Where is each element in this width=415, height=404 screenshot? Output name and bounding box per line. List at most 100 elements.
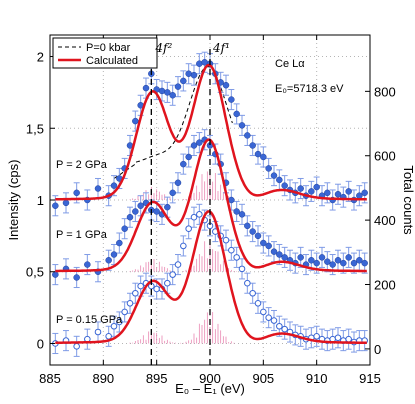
data-point: [260, 153, 267, 161]
y-tick-label: 2: [37, 50, 44, 65]
y-axis-label: Intensity (cps): [6, 160, 21, 241]
data-point: [73, 343, 80, 350]
data-point: [345, 335, 352, 343]
pressure-label-2gpa: P = 2 GPa: [56, 159, 108, 171]
calculated-curve: [55, 210, 367, 345]
data-point: [233, 110, 240, 118]
data-point: [244, 279, 251, 287]
data-point: [350, 259, 358, 267]
x-axis-label: E₀ – E₁ (eV): [175, 381, 245, 396]
data-point: [254, 232, 262, 240]
data-point: [228, 96, 235, 103]
data-point: [249, 289, 256, 297]
element-label: Ce Lα: [275, 58, 305, 70]
data-point: [164, 279, 171, 287]
data-point: [281, 182, 288, 189]
data-point: [249, 228, 256, 235]
data-point: [105, 333, 112, 340]
legend-entry-calculated: Calculated: [86, 55, 138, 67]
y-tick-label: 1: [37, 193, 44, 208]
y2-axis-label: Total counts: [401, 165, 415, 235]
data-point: [308, 257, 315, 264]
x-tick-label: 895: [146, 371, 168, 386]
data-point: [169, 271, 176, 278]
data-point: [270, 248, 278, 255]
data-point: [62, 199, 70, 207]
data-point: [116, 318, 123, 326]
data-point: [201, 59, 208, 66]
reference-lines: [150, 49, 211, 365]
data-point: [185, 225, 192, 232]
data-point: [233, 254, 240, 261]
data-point: [249, 142, 256, 149]
data-point: [244, 132, 251, 139]
data-point: [222, 81, 230, 89]
data-point: [324, 189, 331, 197]
data-point: [238, 265, 246, 273]
data-point: [169, 92, 176, 99]
x-tick-label: 890: [92, 371, 114, 386]
y-tick-label: 0: [37, 336, 44, 351]
data-point: [281, 325, 288, 333]
data-point: [73, 274, 80, 281]
incident-energy-label: E₀=5718.3 eV: [275, 83, 344, 95]
y2-tick-label: 600: [374, 149, 396, 164]
data-point: [361, 189, 368, 197]
data-point: [329, 261, 336, 268]
y-tick-label: 0,5: [26, 265, 44, 280]
data-point: [222, 236, 230, 244]
data-point: [116, 239, 123, 247]
data-point: [345, 254, 352, 261]
peak-f1-label: 4f¹: [212, 41, 230, 55]
data-point: [169, 189, 176, 197]
data-point: [361, 259, 368, 267]
data-point: [196, 139, 203, 146]
data-point: [190, 142, 198, 149]
data-point: [137, 202, 144, 209]
data-point: [73, 189, 80, 197]
calculated-curve: [55, 138, 367, 273]
data-point: [180, 160, 187, 168]
y2-tick-label: 800: [374, 84, 396, 99]
data-point: [132, 208, 139, 215]
y-tick-label: 1,5: [26, 121, 44, 136]
data-point: [126, 300, 134, 307]
peak-f2-label: 4f²: [154, 41, 172, 55]
y-axis-ticks: 0 0,5 1 1,5 2: [26, 50, 55, 351]
data-point: [238, 211, 246, 218]
data-point: [238, 122, 246, 129]
data-point: [318, 254, 326, 261]
calculated-curves: [55, 63, 367, 345]
y2-tick-label: 200: [374, 278, 396, 293]
data-point: [313, 259, 320, 267]
data-points: [52, 59, 368, 350]
data-point: [132, 117, 139, 125]
data-point: [164, 203, 171, 211]
data-point: [164, 89, 171, 96]
data-point: [281, 254, 288, 261]
y2-axis-ticks: 0 200 400 600 800: [365, 84, 396, 357]
data-point: [110, 251, 118, 258]
data-point: [228, 196, 235, 204]
data-point: [270, 317, 278, 324]
data-point: [190, 213, 198, 221]
data-point: [196, 211, 203, 218]
data-point: [185, 70, 192, 77]
data-point: [110, 322, 118, 330]
legend: P=0 kbar Calculated: [52, 37, 158, 69]
data-point: [233, 208, 240, 215]
data-point: [334, 257, 342, 264]
data-point: [228, 246, 235, 254]
data-point: [276, 176, 283, 184]
x-tick-label: 910: [306, 371, 328, 386]
data-point: [174, 179, 182, 187]
data-point: [260, 239, 267, 247]
data-point: [52, 271, 59, 278]
x-tick-label: 885: [39, 371, 61, 386]
data-point: [324, 258, 331, 265]
data-point: [265, 314, 272, 321]
data-point: [265, 165, 272, 172]
data-point: [121, 308, 128, 316]
data-point: [121, 225, 128, 232]
y2-tick-label: 0: [374, 342, 381, 357]
